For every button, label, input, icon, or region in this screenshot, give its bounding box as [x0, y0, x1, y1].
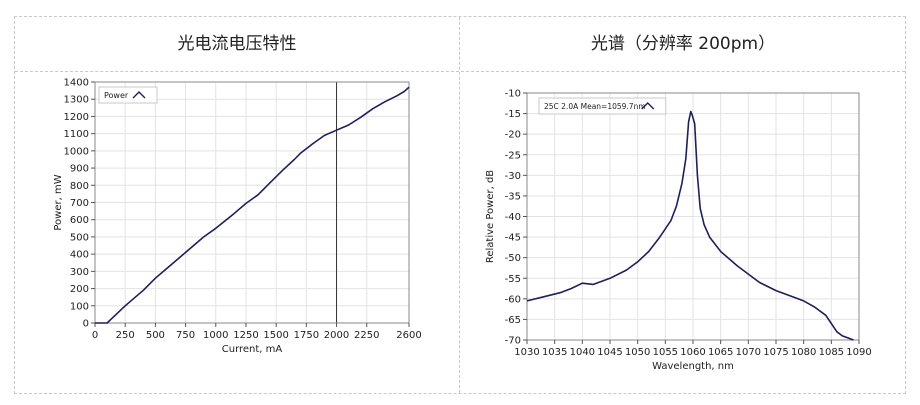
legend-box: [538, 97, 667, 115]
y-tick-label: 1400: [64, 78, 89, 89]
chart-table: 光电流电压特性 光谱（分辨率 200pm）: [14, 16, 906, 394]
legend-label: 25C 2.0A Mean=1059.7nm: [544, 102, 646, 111]
x-tick-label: 1035: [542, 347, 567, 358]
y-tick-label: -60: [505, 294, 521, 305]
column-divider: [459, 17, 460, 393]
y-tick-label: -30: [505, 171, 521, 182]
x-tick-label: 1250: [233, 330, 258, 341]
x-tick-label: 1055: [653, 347, 678, 358]
x-tick-label: 2000: [324, 330, 349, 341]
x-tick-label: 1000: [203, 330, 228, 341]
li-curve-chart: 0 250 500 750 1000 1250 1500 1750 2000 2250 2600 0 1…: [53, 78, 422, 356]
y-tick-label: -70: [505, 336, 521, 347]
y-tick-label: -65: [505, 315, 521, 326]
x-tick-label: 250: [116, 330, 135, 341]
left-column-header: 光电流电压特性: [177, 34, 297, 54]
legend-label: Power: [104, 91, 129, 100]
x-tick-label: 1070: [736, 347, 761, 358]
y-tick-label: 600: [70, 215, 89, 226]
x-tick-label: 2600: [396, 330, 421, 341]
x-axis-label: Wavelength, nm: [652, 361, 734, 372]
x-tick-label: 750: [176, 330, 195, 341]
y-tick-label: 500: [70, 232, 89, 243]
y-axis-label: Power, mW: [53, 174, 64, 230]
x-tick-label: 2250: [354, 330, 379, 341]
x-tick-label: 1750: [294, 330, 319, 341]
y-tick-label: 1300: [64, 95, 89, 106]
x-axis-label: Current, mA: [222, 344, 283, 355]
y-tick-label: 1000: [64, 146, 89, 157]
y-tick-label: 400: [70, 250, 89, 261]
y-tick-label: 200: [70, 284, 89, 295]
x-tick-label: 1090: [846, 347, 871, 358]
header-divider: [15, 71, 905, 72]
y-tick-label: 300: [70, 267, 89, 278]
x-tick-label: 1075: [763, 347, 788, 358]
legend-box: [98, 86, 158, 104]
y-tick-label: -25: [505, 150, 521, 161]
y-tick-label: -20: [505, 130, 521, 141]
legend-swatch-icon: [641, 102, 655, 110]
y-axis-label: Relative Power, dB: [485, 170, 496, 263]
y-tick-label: 1200: [64, 112, 89, 123]
y-tick-label: -55: [505, 274, 521, 285]
y-tick-label: -10: [505, 89, 521, 100]
y-tick-label: 800: [70, 181, 89, 192]
y-tick-label: -45: [505, 233, 521, 244]
x-tick-label: 1080: [791, 347, 816, 358]
x-tick-label: 1050: [625, 347, 650, 358]
spectrum-chart: 1030 1035 1040 1045 1050 1055 1060 1065 1070 1075…: [485, 89, 872, 373]
y-tick-label: 0: [83, 319, 89, 330]
x-tick-label: 500: [146, 330, 165, 341]
x-tick-label: 1045: [597, 347, 622, 358]
x-tick-label: 1040: [570, 347, 595, 358]
y-tick-label: -35: [505, 191, 521, 202]
legend-swatch-icon: [132, 91, 146, 99]
y-tick-label: -50: [505, 253, 521, 264]
x-tick-label: 1060: [680, 347, 705, 358]
y-tick-label: -40: [505, 212, 521, 223]
x-tick-label: 1500: [263, 330, 288, 341]
y-tick-label: 900: [70, 164, 89, 175]
y-tick-label: 1100: [64, 129, 89, 140]
y-tick-label: 100: [70, 301, 89, 312]
x-tick-label: 1085: [819, 347, 844, 358]
y-tick-label: 700: [70, 198, 89, 209]
x-tick-label: 1065: [708, 347, 733, 358]
x-tick-label: 1030: [514, 347, 539, 358]
series-line: [95, 86, 410, 324]
series-line: [526, 110, 854, 341]
right-column-header: 光谱（分辨率 200pm）: [590, 34, 776, 54]
y-tick-label: -15: [505, 109, 521, 120]
x-tick-label: 0: [92, 330, 98, 341]
